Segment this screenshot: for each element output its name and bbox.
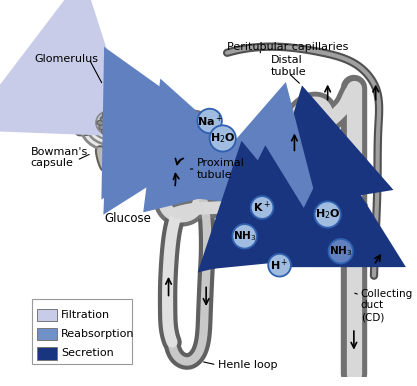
Text: Glomerulus: Glomerulus [35,54,99,64]
Text: Collecting
duct
(CD): Collecting duct (CD) [361,289,413,322]
Text: Na$^+$: Na$^+$ [196,113,223,129]
Text: Henle loop: Henle loop [219,360,278,370]
Ellipse shape [111,116,118,123]
Ellipse shape [97,120,105,125]
Ellipse shape [110,119,122,126]
Circle shape [210,125,236,152]
Ellipse shape [103,113,109,122]
Text: Peritubular capillaries: Peritubular capillaries [227,42,349,52]
Text: Distal
tubule: Distal tubule [271,55,306,77]
Bar [38,328,57,340]
Ellipse shape [100,117,108,123]
Circle shape [329,239,353,264]
Text: K$^+$: K$^+$ [253,200,271,215]
Circle shape [251,196,274,219]
Text: NH$_3$: NH$_3$ [329,244,352,258]
Ellipse shape [109,124,115,131]
Bar [38,309,57,321]
Ellipse shape [110,113,116,120]
Bar [38,347,57,360]
Text: Reabsorption: Reabsorption [61,329,135,339]
Text: H$^+$: H$^+$ [270,257,289,273]
Ellipse shape [106,112,112,120]
Text: Secretion: Secretion [61,349,114,359]
Text: NH$_3$: NH$_3$ [233,229,256,243]
Text: Bowman's
capsule: Bowman's capsule [30,147,88,168]
Text: H$_2$O: H$_2$O [315,208,340,222]
Text: Proximal
tubule: Proximal tubule [196,158,244,180]
Ellipse shape [99,121,110,130]
Ellipse shape [102,124,109,134]
Ellipse shape [106,122,113,134]
Circle shape [197,109,222,133]
Circle shape [268,254,291,276]
Text: Filtration: Filtration [61,310,110,320]
FancyBboxPatch shape [32,299,132,364]
Text: Glucose: Glucose [105,212,152,225]
Circle shape [314,201,341,228]
Text: H$_2$O: H$_2$O [210,132,236,146]
Ellipse shape [111,123,121,130]
Ellipse shape [79,95,139,150]
Circle shape [232,224,257,249]
